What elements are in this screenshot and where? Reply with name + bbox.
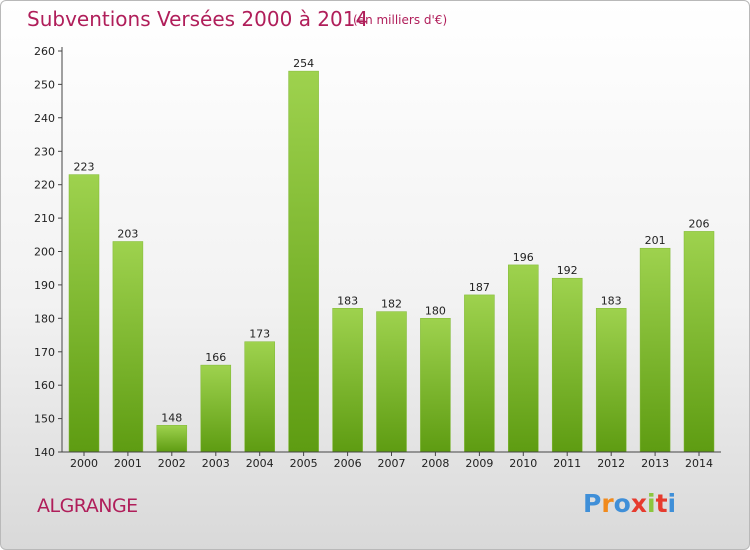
y-tick-label-220: 220 — [34, 179, 55, 192]
bar-2002 — [156, 425, 188, 453]
y-tick-label-170: 170 — [34, 346, 55, 359]
bar-2006 — [332, 308, 363, 453]
bar-2007 — [376, 311, 407, 453]
y-tick-label-150: 150 — [34, 413, 55, 426]
value-label-2008: 180 — [425, 304, 446, 317]
y-tick-label-200: 200 — [34, 246, 55, 259]
bars-layer: 223 203 148 166 173 254 183 182 180 187 196 192 183 2… — [68, 57, 715, 453]
y-tick-label-230: 230 — [34, 145, 55, 158]
logo-letter: P — [583, 489, 602, 518]
x-tick-label-2011: 2011 — [553, 457, 581, 470]
x-tick-label-2008: 2008 — [421, 457, 449, 470]
y-tick-label-190: 190 — [34, 279, 55, 292]
chart-title: Subventions Versées 2000 à 2014 — [27, 7, 369, 31]
logo-letter: x — [630, 489, 647, 518]
y-tick-label-160: 160 — [34, 379, 55, 392]
y-tick-label-210: 210 — [34, 212, 55, 225]
proxiti-logo[interactable]: Proxiti — [583, 489, 676, 518]
logo-letter: r — [601, 489, 614, 518]
y-tick-label-180: 180 — [34, 312, 55, 325]
x-tick-label-2004: 2004 — [246, 457, 274, 470]
x-tick-label-2000: 2000 — [70, 457, 98, 470]
logo-letter: o — [613, 489, 631, 518]
chart-subtitle: (en milliers d'€) — [353, 13, 448, 27]
y-tick-label-140: 140 — [34, 446, 55, 459]
value-label-2013: 201 — [645, 234, 666, 247]
value-label-2006: 183 — [337, 294, 358, 307]
bar-2000 — [68, 174, 100, 453]
value-label-2007: 182 — [381, 298, 402, 311]
bar-2012 — [595, 308, 627, 453]
logo-letter: i — [647, 489, 656, 518]
axis-layer: 2000 2001 2002 2003 2004 2005 2006 2007 2008 2009… — [34, 45, 721, 470]
x-tick-label-2001: 2001 — [114, 457, 142, 470]
bar-2009 — [464, 294, 495, 453]
value-label-2010: 196 — [513, 251, 534, 264]
y-tick-label-240: 240 — [34, 112, 55, 125]
bar-2011 — [551, 277, 583, 453]
logo-letter: i — [667, 489, 677, 518]
x-tick-label-2005: 2005 — [290, 457, 318, 470]
bar-2010 — [508, 264, 539, 453]
y-tick-label-260: 260 — [34, 45, 55, 58]
bar-2013 — [639, 247, 671, 453]
x-tick-label-2013: 2013 — [641, 457, 669, 470]
x-tick-label-2009: 2009 — [465, 457, 493, 470]
x-tick-label-2014: 2014 — [685, 457, 713, 470]
value-label-2014: 206 — [689, 217, 710, 230]
x-tick-label-2002: 2002 — [158, 457, 186, 470]
value-label-2001: 203 — [117, 228, 138, 241]
x-tick-label-2010: 2010 — [509, 457, 537, 470]
value-label-2002: 148 — [161, 411, 182, 424]
bar-2008 — [420, 318, 451, 453]
y-tick-label-250: 250 — [34, 78, 55, 91]
bar-2005 — [288, 70, 319, 453]
value-label-2004: 173 — [249, 328, 270, 341]
value-label-2000: 223 — [74, 161, 95, 174]
bar-2014 — [683, 231, 715, 453]
x-tick-label-2007: 2007 — [378, 457, 406, 470]
value-label-2012: 183 — [601, 294, 622, 307]
value-label-2009: 187 — [469, 281, 490, 294]
bar-2003 — [200, 364, 232, 453]
x-tick-label-2003: 2003 — [202, 457, 230, 470]
x-tick-label-2006: 2006 — [334, 457, 362, 470]
x-tick-label-2012: 2012 — [597, 457, 625, 470]
value-label-2005: 254 — [293, 57, 314, 70]
commune-name: ALGRANGE — [37, 495, 138, 517]
value-label-2003: 166 — [205, 351, 226, 364]
bar-2001 — [112, 241, 144, 453]
value-label-2011: 192 — [557, 264, 578, 277]
bar-2004 — [244, 341, 275, 453]
logo-letter: t — [655, 489, 668, 518]
